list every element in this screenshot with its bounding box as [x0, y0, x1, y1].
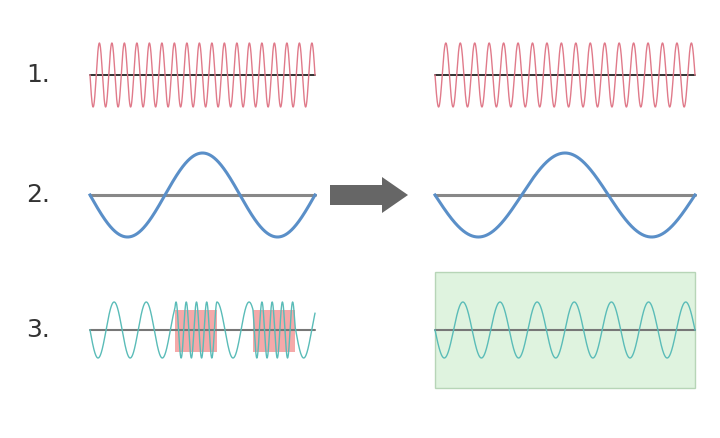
Polygon shape: [330, 177, 408, 213]
Text: 2.: 2.: [26, 183, 50, 207]
Text: 3.: 3.: [26, 318, 50, 342]
Bar: [253, 310, 295, 352]
Bar: [435, 272, 695, 388]
Text: 1.: 1.: [26, 63, 50, 87]
Bar: [175, 310, 217, 352]
